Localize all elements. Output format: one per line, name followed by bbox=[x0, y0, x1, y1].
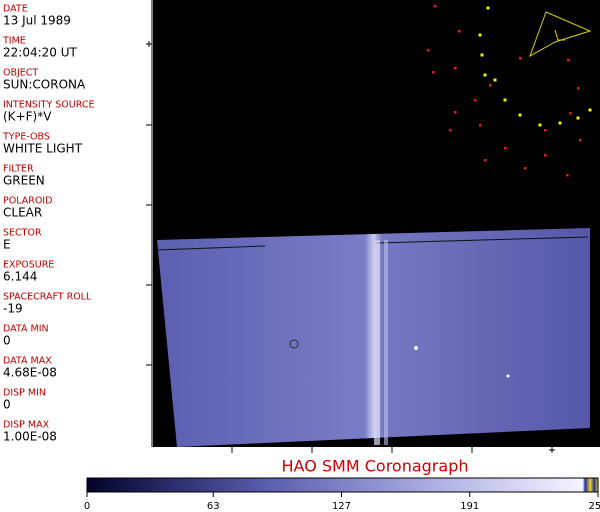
field-label: DISP MIN bbox=[3, 388, 46, 399]
overlay-dot bbox=[480, 53, 484, 57]
overlay-dot bbox=[588, 108, 592, 112]
field-value: CLEAR bbox=[3, 206, 42, 220]
overlay-dot bbox=[576, 116, 580, 120]
field-label: TYPE-OBS bbox=[2, 132, 50, 143]
overlay-dot bbox=[432, 71, 435, 74]
field-value: E bbox=[3, 238, 11, 252]
field-label: OBJECT bbox=[3, 68, 38, 79]
marker bbox=[554, 29, 565, 41]
field-label: DATE bbox=[3, 4, 28, 15]
overlay-dot bbox=[544, 129, 547, 132]
colorbar-tick-label: 63 bbox=[207, 501, 220, 512]
overlay-dot bbox=[504, 147, 507, 150]
overlay-dot bbox=[486, 6, 490, 10]
field-value: 13 Jul 1989 bbox=[3, 14, 71, 28]
overlay-dot bbox=[538, 123, 542, 127]
field-value: GREEN bbox=[3, 174, 45, 188]
streak bbox=[374, 240, 380, 445]
overlay-dot bbox=[566, 174, 569, 177]
field-label: FILTER bbox=[3, 164, 34, 175]
image-title: HAO SMM Coronagraph bbox=[282, 457, 469, 476]
field-value: 1.00E-08 bbox=[3, 430, 57, 444]
marker bbox=[529, 11, 592, 58]
field-label: DATA MAX bbox=[3, 356, 52, 367]
overlay-dot bbox=[484, 159, 487, 162]
field-value: 6.144 bbox=[3, 270, 37, 284]
field-value: SUN:CORONA bbox=[3, 78, 86, 92]
scan-line bbox=[156, 245, 266, 251]
overlay-dot bbox=[489, 84, 492, 87]
field-value: 4.68E-08 bbox=[3, 366, 57, 380]
field-value: WHITE LIGHT bbox=[3, 142, 83, 156]
overlay-dot bbox=[434, 5, 437, 8]
spot bbox=[289, 339, 299, 349]
field-label: DISP MAX bbox=[3, 420, 50, 431]
overlay-dot bbox=[577, 87, 580, 90]
overlay-dot bbox=[458, 30, 461, 33]
star bbox=[506, 374, 510, 378]
field-label: TIME bbox=[2, 36, 26, 47]
overlay-dot bbox=[479, 124, 482, 127]
field-value: 22:04:20 UT bbox=[3, 46, 77, 60]
scan-line bbox=[374, 236, 589, 244]
overlay-dot bbox=[493, 78, 497, 82]
field-label: INTENSITY SOURCE bbox=[3, 100, 95, 111]
overlay-dot bbox=[567, 59, 570, 62]
overlay-dot bbox=[454, 111, 457, 114]
colorbar-tick-label: 0 bbox=[84, 501, 90, 512]
colorbar-tick-label: 191 bbox=[460, 501, 479, 512]
overlay-dot bbox=[454, 67, 457, 70]
field-value: 0 bbox=[3, 334, 11, 348]
field-label: SECTOR bbox=[3, 228, 42, 239]
overlay-dot bbox=[483, 73, 487, 77]
frame-ticks bbox=[146, 41, 555, 453]
overlay-dot bbox=[569, 112, 572, 115]
overlay-dot bbox=[503, 98, 507, 102]
coronagraph-image bbox=[157, 228, 590, 447]
overlay-dot bbox=[524, 167, 527, 170]
grid-dots bbox=[427, 5, 592, 177]
streak bbox=[384, 240, 388, 445]
field-label: DATA MIN bbox=[3, 324, 49, 335]
overlay-dot bbox=[519, 57, 522, 60]
field-value: (K+F)*V bbox=[3, 110, 52, 124]
overlay-dot bbox=[449, 129, 452, 132]
overlay-dot bbox=[558, 121, 562, 125]
overlay-dot bbox=[474, 99, 477, 102]
field-label: SPACECRAFT ROLL bbox=[3, 292, 92, 303]
overlay-dot bbox=[579, 139, 582, 142]
overlay-dot bbox=[427, 49, 430, 52]
field-value: -19 bbox=[3, 302, 23, 316]
field-label: POLAROID bbox=[3, 196, 52, 207]
field-label: EXPOSURE bbox=[3, 260, 54, 271]
overlay-dot bbox=[478, 33, 482, 37]
star bbox=[414, 346, 418, 350]
colorbar-tick-label: 255 bbox=[588, 501, 600, 512]
overlay-dot bbox=[544, 154, 547, 157]
field-value: 0 bbox=[3, 398, 11, 412]
overlay-dot bbox=[518, 113, 522, 117]
colorbar-tick-label: 127 bbox=[332, 501, 351, 512]
colorbar bbox=[86, 477, 599, 493]
